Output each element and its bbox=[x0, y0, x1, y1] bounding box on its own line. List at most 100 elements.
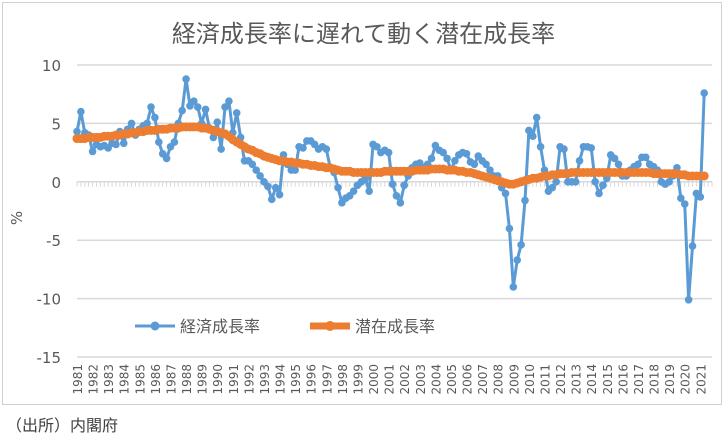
x-tick-label: 2001 bbox=[383, 364, 397, 395]
data-point-growth bbox=[439, 148, 447, 157]
data-point-growth bbox=[451, 156, 459, 165]
series-line-growth bbox=[75, 77, 706, 302]
x-tick-label: 2005 bbox=[445, 364, 459, 395]
data-point-growth bbox=[392, 192, 401, 200]
x-tick-label: 2017 bbox=[632, 364, 646, 395]
data-point-growth bbox=[322, 145, 331, 153]
data-point-growth bbox=[127, 119, 136, 128]
data-point-growth bbox=[221, 103, 229, 111]
legend-label: 潜在成長率 bbox=[355, 317, 435, 336]
chart-title: 経済成長率に遅れて動く潜在成長率 bbox=[171, 20, 556, 48]
x-tick-label: 1985 bbox=[133, 364, 147, 395]
source-note: （出所）内閣府 bbox=[6, 416, 119, 435]
y-tick-label: 0 bbox=[51, 174, 61, 192]
legend: 経済成長率 潜在成長率 bbox=[135, 317, 435, 336]
legend-label: 経済成長率 bbox=[180, 317, 260, 336]
data-point-growth bbox=[665, 178, 673, 186]
data-point-growth bbox=[162, 154, 171, 163]
x-tick-label: 1983 bbox=[102, 364, 116, 395]
x-tick-label: 1995 bbox=[289, 364, 303, 395]
x-tick-label: 2014 bbox=[585, 364, 599, 395]
data-point-growth bbox=[291, 166, 299, 174]
data-point-growth bbox=[517, 241, 525, 249]
data-point-growth bbox=[677, 194, 685, 202]
y-tick-label: -5 bbox=[46, 232, 61, 250]
x-tick-label: 2004 bbox=[429, 364, 443, 395]
x-tick-label: 2012 bbox=[554, 364, 568, 395]
data-point-growth bbox=[591, 178, 599, 186]
data-point-growth bbox=[532, 113, 541, 122]
data-point-growth bbox=[571, 178, 580, 186]
data-point-growth bbox=[462, 149, 471, 158]
data-point-growth bbox=[641, 153, 650, 162]
x-tick-label: 2003 bbox=[414, 364, 428, 395]
data-point-growth bbox=[271, 183, 280, 192]
data-point-growth bbox=[275, 190, 284, 199]
y-tick-label: -15 bbox=[37, 349, 62, 367]
data-point-growth bbox=[264, 182, 272, 191]
data-point-growth bbox=[112, 140, 120, 149]
data-point-growth bbox=[696, 193, 705, 201]
data-point-growth bbox=[525, 126, 533, 135]
data-point-growth bbox=[373, 142, 381, 151]
data-point-growth bbox=[470, 160, 479, 169]
data-point-growth bbox=[396, 199, 405, 207]
data-point-growth bbox=[513, 256, 522, 264]
data-point-growth bbox=[560, 145, 568, 153]
x-tick-label: 1991 bbox=[227, 364, 241, 395]
x-tick-label: 1982 bbox=[87, 364, 101, 395]
data-point-growth bbox=[614, 160, 623, 169]
x-tick-label: 2018 bbox=[648, 364, 662, 395]
data-point-growth bbox=[509, 283, 518, 291]
x-tick-label: 1986 bbox=[149, 364, 163, 395]
data-point-growth bbox=[548, 183, 557, 192]
data-point-growth bbox=[575, 156, 584, 165]
data-point-growth bbox=[536, 142, 545, 151]
x-tick-label: 2002 bbox=[398, 364, 412, 395]
x-tick-label: 2009 bbox=[507, 364, 521, 395]
x-tick-label: 1999 bbox=[351, 364, 365, 395]
x-tick-label: 2021 bbox=[694, 364, 708, 395]
x-tick-label: 1996 bbox=[305, 364, 319, 395]
data-point-growth bbox=[267, 195, 276, 204]
data-point-growth bbox=[190, 97, 198, 106]
data-point-growth bbox=[365, 187, 373, 195]
x-tick-label: 1998 bbox=[336, 364, 350, 395]
y-tick-label: 10 bbox=[42, 57, 61, 75]
data-point-growth bbox=[521, 196, 529, 205]
x-tick-label: 1987 bbox=[164, 364, 178, 395]
legend-marker bbox=[150, 321, 160, 331]
x-tick-label: 2019 bbox=[663, 364, 677, 395]
data-point-growth bbox=[427, 154, 436, 163]
x-tick-label: 2007 bbox=[476, 364, 490, 395]
data-point-growth bbox=[334, 183, 342, 192]
x-tick-label: 2013 bbox=[570, 364, 584, 395]
x-tick-label: 2010 bbox=[523, 364, 537, 395]
x-tick-label: 2016 bbox=[616, 364, 630, 395]
y-tick-label: -10 bbox=[37, 291, 62, 309]
y-tick-label: 5 bbox=[51, 115, 61, 133]
data-point-growth bbox=[587, 144, 596, 152]
data-point-growth bbox=[599, 181, 607, 190]
data-point-growth bbox=[552, 178, 560, 186]
data-point-growth bbox=[182, 75, 190, 83]
data-point-growth bbox=[155, 138, 163, 146]
x-tick-label: 1994 bbox=[274, 364, 288, 395]
x-tick-label: 1990 bbox=[211, 364, 225, 395]
data-point-growth bbox=[501, 189, 510, 198]
data-point-potential bbox=[699, 171, 709, 181]
data-point-growth bbox=[680, 200, 689, 208]
data-point-growth bbox=[170, 138, 179, 146]
legend-marker bbox=[325, 321, 335, 331]
data-point-growth bbox=[299, 144, 307, 152]
data-point-growth bbox=[88, 147, 97, 156]
data-point-growth bbox=[610, 154, 619, 163]
data-point-growth bbox=[482, 160, 490, 169]
data-point-growth bbox=[688, 242, 697, 250]
y-axis-label: % bbox=[8, 211, 26, 225]
x-tick-label: 1984 bbox=[118, 364, 132, 395]
data-point-growth bbox=[528, 132, 537, 141]
data-point-growth bbox=[384, 148, 393, 157]
